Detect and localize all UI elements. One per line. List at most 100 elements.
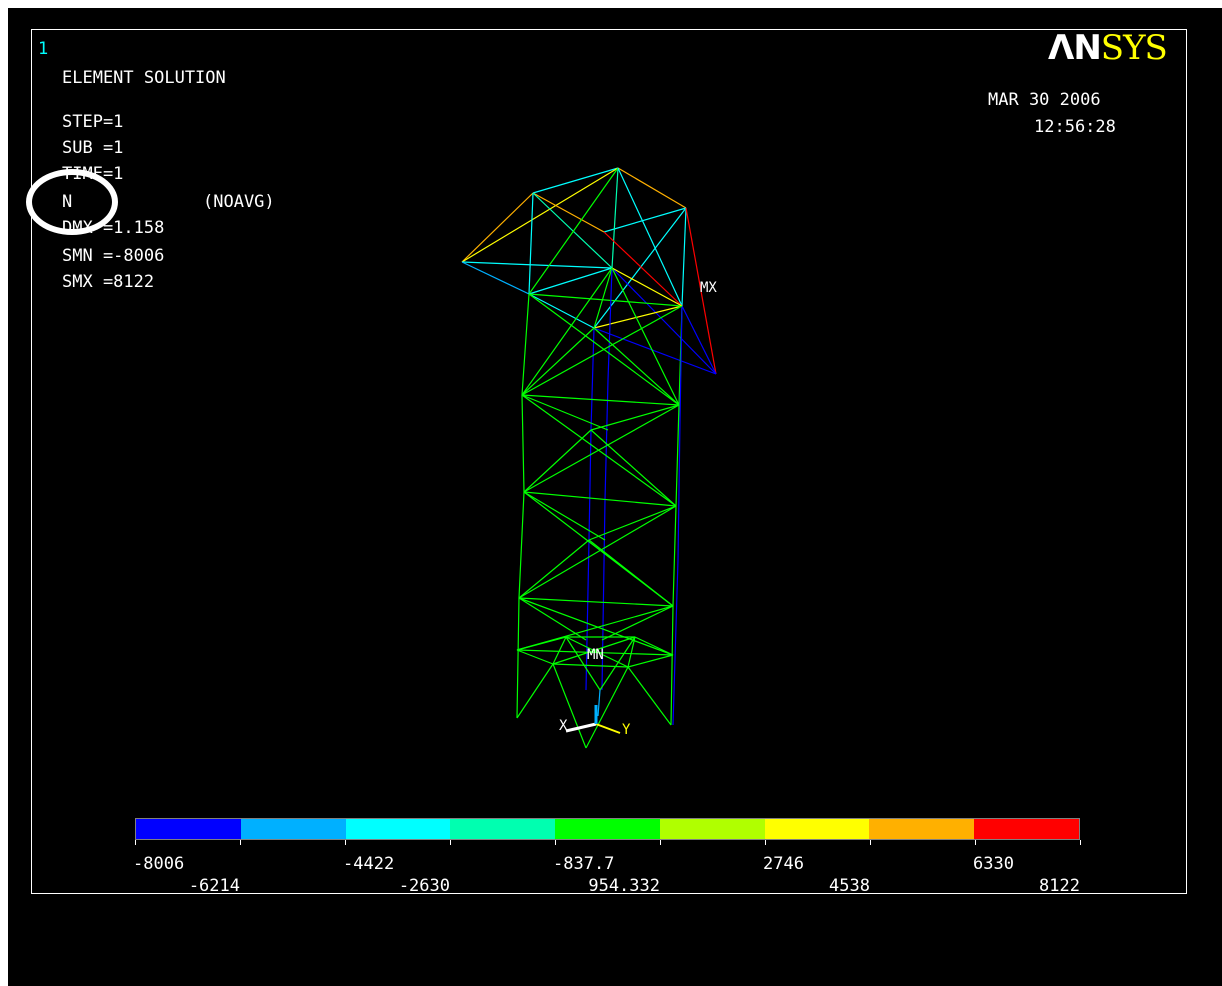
time-of-day-label: 12:56:28 [1034, 117, 1116, 137]
element-line [532, 192, 613, 269]
averaging-label: (NOAVG) [203, 192, 275, 212]
graphics-viewport[interactable] [31, 29, 1187, 894]
element-line [593, 207, 687, 329]
element-line [521, 327, 595, 396]
element-line [585, 327, 595, 691]
plot-title: ELEMENT SOLUTION [62, 68, 226, 88]
annotation-circle [26, 169, 118, 235]
max-marker: MX [700, 280, 717, 296]
element-line [617, 167, 687, 209]
element-line [552, 636, 567, 665]
element-line [627, 636, 636, 668]
element-line [603, 231, 683, 307]
legend-value-lower: 954.332 [588, 876, 660, 896]
legend-tick [450, 840, 451, 845]
legend-color-band [764, 819, 870, 839]
x-axis-arrow [565, 722, 597, 733]
legend-tick [345, 840, 346, 845]
element-line [516, 649, 674, 656]
legend-value-lower: 4538 [829, 876, 870, 896]
legend-tick [240, 840, 241, 845]
legend-tick [660, 840, 661, 845]
element-line [528, 167, 619, 295]
element-line [532, 167, 619, 194]
element-line [685, 207, 717, 375]
element-line [593, 267, 613, 329]
element-line [516, 649, 554, 665]
legend-color-band [659, 819, 765, 839]
legend-value-upper: -8006 [133, 854, 185, 874]
legend-color-band [450, 819, 556, 839]
element-line [528, 192, 534, 295]
element-line [516, 663, 554, 719]
element-line [593, 305, 683, 329]
legend-tick [870, 840, 871, 845]
element-line [518, 597, 587, 641]
element-line [518, 597, 674, 607]
element-line [521, 305, 683, 396]
element-line [611, 267, 717, 375]
element-line [601, 267, 613, 691]
triad-x-label: X [559, 718, 568, 734]
legend-value-lower: -6214 [188, 876, 240, 896]
legend-tick [1080, 840, 1081, 845]
legend-tick [135, 840, 136, 845]
element-line [681, 207, 687, 307]
element-line [516, 636, 567, 651]
element-line [528, 293, 595, 329]
element-line [521, 267, 613, 396]
contour-legend-bar [135, 818, 1080, 840]
element-line [634, 636, 674, 656]
element-line [521, 394, 609, 431]
logo-part-sys: SYS [1100, 28, 1168, 68]
element-line [593, 327, 717, 375]
element-line [590, 429, 677, 507]
legend-color-band [974, 819, 1080, 839]
smx-label: SMX =8122 [62, 272, 155, 292]
element-line [588, 539, 674, 607]
element-line [597, 689, 601, 717]
element-line [518, 539, 590, 599]
date-label: MAR 30 2006 [988, 90, 1101, 110]
element-line [523, 491, 606, 541]
element-line [518, 597, 674, 656]
element-line [528, 267, 613, 295]
legend-color-band [555, 819, 660, 839]
legend-value-lower: -2630 [398, 876, 450, 896]
element-line [461, 167, 619, 263]
legend-color-band [136, 819, 241, 839]
coordinate-triad [565, 705, 621, 734]
element-line [627, 666, 672, 726]
legend-color-band [240, 819, 346, 839]
element-line [552, 663, 587, 749]
step-label: STEP=1 [62, 112, 124, 132]
element-line [528, 293, 683, 307]
element-line [523, 491, 677, 507]
legend-tick [975, 840, 976, 845]
element-line [532, 192, 605, 233]
legend-tick [765, 840, 766, 845]
element-line [588, 505, 677, 541]
element-line [565, 636, 629, 668]
element-line [617, 167, 683, 307]
window-number: 1 [38, 39, 49, 59]
element-line [593, 327, 680, 406]
element-line [681, 305, 717, 375]
element-line [590, 404, 680, 431]
element-line [565, 636, 601, 691]
element-line [611, 167, 619, 269]
element-line [585, 666, 629, 749]
legend-color-band [869, 819, 975, 839]
legend-value-upper: 2746 [763, 854, 804, 874]
element-line [627, 654, 674, 668]
element-line [603, 207, 687, 233]
element-line [672, 305, 683, 726]
sub-label: SUB =1 [62, 138, 124, 158]
element-line [518, 505, 677, 599]
triad-y-label: Y [622, 722, 631, 738]
min-marker: MN [587, 647, 604, 663]
element-line [611, 267, 683, 307]
smn-label: SMN =-8006 [62, 246, 165, 266]
legend-value-lower: 8122 [1039, 876, 1080, 896]
